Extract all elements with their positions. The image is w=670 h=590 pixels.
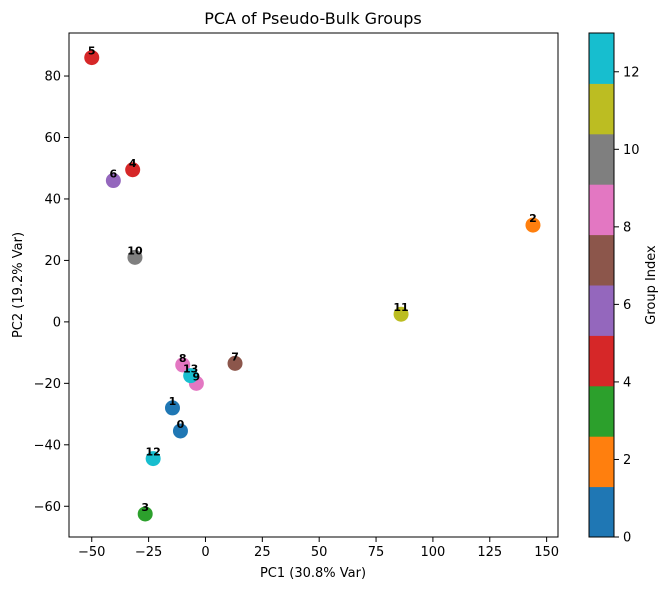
- point-label: 2: [529, 212, 537, 225]
- x-tick-label: 0: [201, 545, 209, 560]
- point-label: 13: [183, 363, 198, 376]
- data-point[interactable]: [125, 162, 141, 178]
- colorbar-tick-label: 0: [623, 531, 631, 546]
- y-tick-label: 40: [44, 192, 61, 207]
- colorbar-segment: [589, 33, 614, 84]
- point-label: 7: [231, 350, 239, 363]
- chart-title: PCA of Pseudo-Bulk Groups: [204, 9, 421, 28]
- colorbar-segment: [589, 385, 614, 437]
- colorbar-frame: [588, 32, 615, 538]
- data-point[interactable]: [84, 50, 100, 66]
- x-axis: −50 −25 0 25 50 75 100 125 150: [78, 537, 559, 560]
- data-point[interactable]: [183, 368, 199, 384]
- y-axis-title: PC2 (19.2% Var): [11, 232, 26, 338]
- colorbar-tick-label: 8: [623, 220, 631, 235]
- point-label: 10: [127, 244, 143, 257]
- x-tick-label: 75: [368, 545, 385, 560]
- point-label: 0: [177, 418, 185, 431]
- data-point[interactable]: [137, 506, 153, 522]
- point-label: 12: [145, 446, 160, 459]
- colorbar-tick-label: 6: [623, 298, 631, 313]
- point-label: 8: [179, 352, 187, 365]
- colorbar-segment: [589, 335, 614, 387]
- x-axis-title: PC1 (30.8% Var): [260, 566, 366, 581]
- colorbar-tick-label: 10: [623, 143, 640, 158]
- point-label: 3: [141, 501, 149, 514]
- data-point[interactable]: [175, 357, 191, 373]
- data-point[interactable]: [127, 249, 143, 265]
- y-tick-label: 80: [44, 70, 61, 85]
- y-tick-label: −20: [34, 377, 61, 392]
- x-tick-label: 150: [534, 545, 559, 560]
- data-point[interactable]: [105, 173, 121, 189]
- colorbar-segment: [589, 184, 614, 236]
- plot-frame: [68, 32, 559, 538]
- colorbar-title: Group Index: [644, 245, 659, 325]
- x-tick-label: −25: [135, 545, 162, 560]
- data-point[interactable]: [525, 217, 541, 233]
- y-tick-label: 60: [44, 131, 61, 146]
- colorbar-segment: [589, 436, 614, 488]
- colorbar-segment: [589, 486, 614, 538]
- data-point[interactable]: [164, 400, 180, 416]
- data-point[interactable]: [227, 355, 243, 371]
- colorbar-segment: [589, 285, 614, 336]
- y-tick-label: 0: [53, 315, 61, 330]
- point-label: 4: [129, 157, 137, 170]
- data-point[interactable]: [172, 423, 188, 439]
- point-label: 5: [88, 45, 96, 58]
- x-tick-label: 125: [477, 545, 502, 560]
- y-axis: −60 −40 −20 0 20 40 60 80: [34, 70, 69, 515]
- colorbar-segment: [589, 133, 614, 185]
- colorbar-segment: [589, 234, 614, 286]
- point-label: 11: [393, 301, 408, 314]
- x-tick-label: 25: [254, 545, 271, 560]
- colorbar: 0 2 4 6 8 10 12: [588, 32, 640, 546]
- data-point[interactable]: [393, 306, 409, 322]
- data-point[interactable]: [145, 451, 161, 467]
- y-tick-label: −60: [34, 500, 61, 515]
- plot-points: [84, 50, 541, 522]
- point-label: 1: [169, 395, 177, 408]
- y-tick-label: −40: [34, 438, 61, 453]
- colorbar-tick-label: 2: [623, 453, 631, 468]
- point-label: 9: [193, 370, 201, 383]
- colorbar-tick-label: 12: [623, 65, 640, 80]
- y-tick-label: 20: [44, 254, 61, 269]
- x-tick-label: −50: [78, 545, 105, 560]
- point-label: 6: [110, 168, 118, 181]
- x-tick-label: 100: [420, 545, 445, 560]
- x-tick-label: 50: [311, 545, 328, 560]
- colorbar-segment: [589, 83, 614, 135]
- colorbar-tick-label: 4: [623, 375, 631, 390]
